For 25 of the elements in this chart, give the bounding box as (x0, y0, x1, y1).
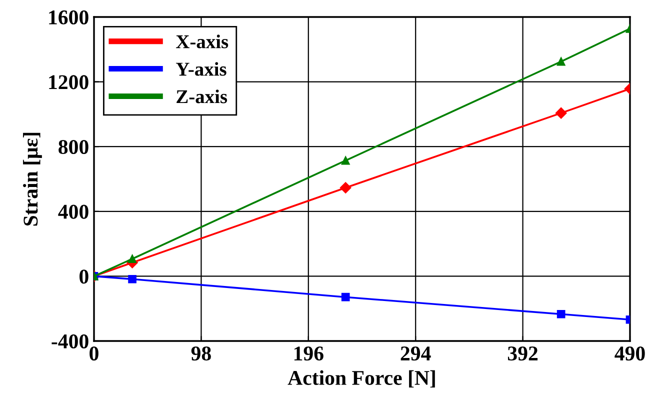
point (556, 57, 566, 66)
y-tick-label: 800 (58, 140, 88, 154)
y-tick-label: 400 (58, 204, 88, 219)
point (555, 107, 567, 119)
point (128, 274, 136, 284)
y-tick-label: 1200 (49, 75, 88, 90)
y-tick-label: 0 (80, 270, 88, 284)
x-tick-label: 98 (191, 346, 211, 361)
legend-label: Z-axis (176, 90, 228, 104)
x-tick-label: 294 (400, 346, 431, 361)
y-tick-label: 1600 (49, 10, 88, 24)
point (556, 310, 566, 318)
point (340, 182, 352, 194)
y-axis-title: Strain [με] (23, 132, 42, 226)
x-tick-label: 490 (614, 346, 645, 361)
point (341, 292, 350, 302)
legend-label: X-axis (176, 34, 228, 48)
y-tick-label: -400 (52, 334, 88, 348)
x-axis-title: Action Force [N] (288, 370, 435, 388)
x-tick-label: 392 (508, 346, 538, 361)
point (341, 156, 350, 165)
x-tick-label: 0 (90, 346, 98, 361)
legend-label: Y-axis (176, 62, 226, 76)
point (128, 254, 136, 264)
x-tick-label: 196 (294, 346, 324, 361)
